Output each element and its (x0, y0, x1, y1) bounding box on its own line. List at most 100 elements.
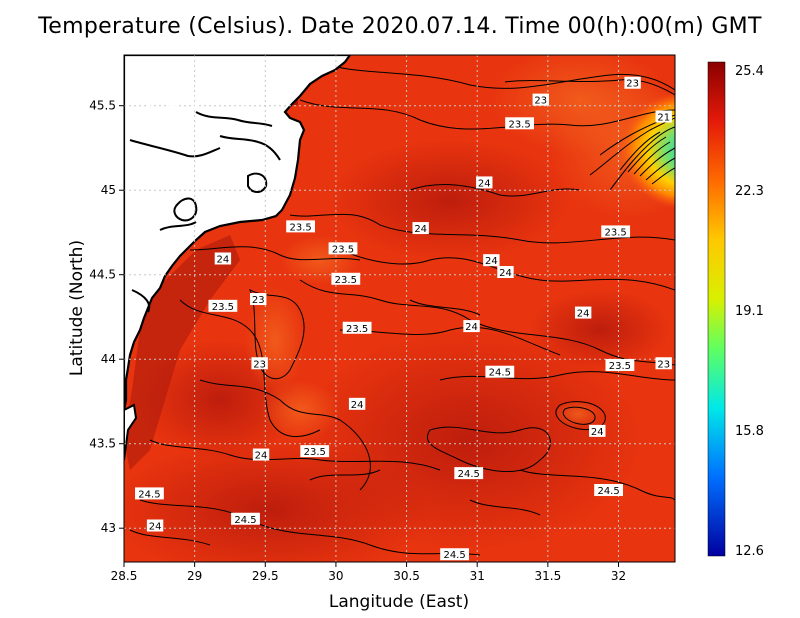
y-axis-title: Latitude (North) (67, 240, 87, 376)
x-tick-label: 30 (328, 569, 343, 583)
contour-label: 23.5 (289, 222, 311, 233)
colorbar-label: 15.8 (735, 424, 764, 439)
contour-label: 24 (577, 309, 590, 320)
contour-label-box (440, 548, 469, 561)
contour-label: 24.5 (234, 515, 256, 526)
contour-label-box (454, 467, 484, 480)
danube-channel (195, 111, 273, 127)
colorbar-label: 22.3 (735, 184, 764, 199)
contour-label-box (601, 225, 631, 238)
contour-label: 24 (414, 224, 427, 235)
x-axis-title: Langitude (East) (329, 592, 469, 612)
danube-channel (159, 221, 197, 231)
colorbar-labels: 25.4 22.3 19.1 15.8 12.6 (735, 64, 764, 559)
y-tick-label: 43.5 (89, 437, 116, 451)
x-tick-label: 31 (470, 569, 485, 583)
contour-label: 24 (149, 522, 162, 533)
contour-label-box (655, 110, 672, 123)
danube-channel (219, 135, 281, 161)
contour-label-box (655, 357, 672, 370)
warm-patch (530, 290, 670, 370)
x-tick-label: 30.5 (393, 569, 420, 583)
contour-label: 24 (217, 254, 230, 265)
contour-label-box (594, 484, 623, 497)
colorbar-label: 19.1 (735, 304, 764, 319)
map-title: Temperature (Celsius). Date 2020.07.14. … (38, 14, 762, 39)
lagoon (247, 172, 268, 193)
contour-label: 23.5 (508, 119, 530, 130)
contour-label-box (485, 365, 515, 378)
contour-label-box (331, 272, 361, 285)
contour-label-box (342, 321, 372, 334)
contour-label: 24.5 (138, 489, 160, 500)
colorbar (707, 61, 726, 557)
contour-label: 24 (499, 268, 512, 279)
contour-label: 23 (657, 359, 670, 370)
y-tick-label: 44 (101, 352, 116, 366)
contour-label: 24 (351, 400, 364, 411)
contour-label-box (328, 242, 358, 255)
contour-label: 23.5 (605, 227, 627, 238)
contour-label: 24 (478, 178, 491, 189)
contour-label-box (605, 358, 635, 371)
contour-label: 23 (253, 359, 266, 370)
contour-label-box (497, 266, 514, 279)
cool-patch (260, 380, 340, 440)
contour-label-box (214, 252, 232, 265)
contour-label-box (463, 320, 480, 333)
x-tick-label: 31.5 (534, 569, 561, 583)
contour-label-box (412, 222, 429, 235)
grid (124, 55, 675, 562)
y-tick-label: 45.5 (89, 99, 116, 113)
contour-lines (129, 64, 675, 556)
y-tick-label: 43 (101, 521, 116, 535)
contour-label: 23.5 (346, 324, 368, 335)
land-mass (124, 55, 352, 411)
contour-label: 23 (626, 79, 639, 90)
colorbar-label: 12.6 (735, 544, 764, 559)
contour-label-box (483, 254, 500, 267)
contour-label-box (252, 448, 270, 461)
contour-label: 23.5 (335, 275, 357, 286)
contour-label-box (532, 93, 549, 106)
contour-label-box (286, 220, 316, 233)
x-tick-label: 29.5 (252, 569, 279, 583)
contour-label: 24.5 (443, 550, 465, 561)
cool-patch (554, 400, 602, 428)
y-tick-label: 44.5 (89, 268, 116, 282)
contour-label-box (589, 424, 606, 437)
contour-label: 24 (591, 427, 604, 438)
contour-label-box (476, 176, 493, 189)
land-mass (124, 403, 138, 461)
y-axis: 43 43.5 44 44.5 45 45.5 (89, 99, 124, 535)
x-tick-label: 28.5 (111, 569, 138, 583)
contour-label-box (348, 397, 366, 410)
contour-label-box (208, 299, 238, 312)
contour-label-box (251, 357, 268, 370)
contour-label: 24.5 (597, 486, 619, 497)
colorbar-label: 25.4 (735, 64, 764, 79)
x-tick-label: 29 (187, 569, 202, 583)
contour-label: 24.5 (458, 469, 480, 480)
x-tick-label: 32 (611, 569, 626, 583)
contour-label: 23 (534, 96, 547, 107)
contour-label-box (231, 512, 260, 525)
contour-label: 23.5 (332, 244, 354, 255)
contour-label: 23.5 (304, 447, 326, 458)
contour-label-box (146, 519, 164, 532)
contour-label-box (250, 293, 267, 306)
plot-frame (123, 54, 676, 563)
warm-patch (124, 440, 430, 562)
contour-label-box (300, 445, 330, 458)
contour-label-box (505, 117, 534, 130)
contour-label: 24 (485, 256, 498, 267)
contour-label: 24.5 (489, 368, 511, 379)
contour-label-box (574, 306, 592, 319)
x-axis: 28.5 29 29.5 30 30.5 31 31.5 32 (111, 562, 626, 583)
contour-label: 23.5 (609, 361, 631, 372)
contour-label-box (135, 487, 164, 500)
contour-label: 24 (465, 322, 478, 333)
